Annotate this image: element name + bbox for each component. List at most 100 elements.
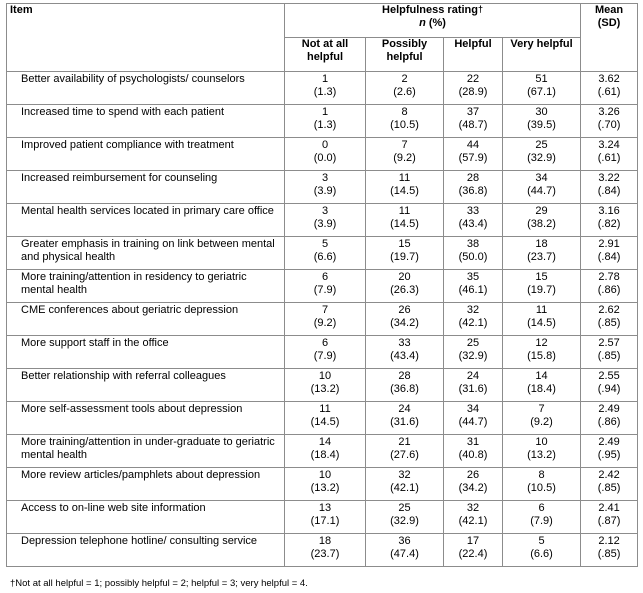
cell-very-helpful: 25 (32.9) — [501, 137, 582, 171]
table-row: Increased time to spend with each patien… — [6, 104, 639, 138]
cell-very-helpful: 51 (67.1) — [501, 71, 582, 105]
cell-very-helpful: 18 (23.7) — [501, 236, 582, 270]
cell-count: 8 — [401, 106, 408, 118]
cell-count: 0 — [321, 139, 329, 151]
cell-mean: 3.16 — [598, 205, 620, 217]
cell-percent: (15.8) — [527, 350, 556, 362]
cell-percent: (32.9) — [458, 350, 488, 362]
cell-count: 8 — [538, 469, 545, 481]
cell-count: 12 — [535, 337, 548, 349]
cell-very-helpful: 12 (15.8) — [501, 335, 582, 369]
cell-count: 15 — [398, 238, 411, 250]
row-item-label: Greater emphasis in training on link bet… — [6, 236, 285, 270]
cell-possibly-helpful: 28 (36.8) — [365, 368, 444, 402]
cell-count: 34 — [535, 172, 548, 184]
cell-count: 5 — [321, 238, 329, 250]
cell-count: 32 — [398, 469, 411, 481]
cell-count: 21 — [398, 436, 411, 448]
cell-mean-sd: 2.91 (.84) — [580, 236, 639, 270]
cell-count: 1 — [321, 106, 329, 118]
cell-not-at-all-helpful: 1 (1.3) — [284, 104, 366, 138]
cell-percent: (36.8) — [390, 383, 419, 395]
row-item-label: Increased time to spend with each patien… — [6, 104, 285, 138]
table-row: Better availability of psychologists/ co… — [6, 71, 639, 105]
cell-helpful: 35 (46.1) — [443, 269, 503, 303]
cell-mean: 3.62 — [598, 73, 620, 85]
cell-percent: (36.8) — [458, 185, 488, 197]
table-body: Better availability of psychologists/ co… — [6, 71, 639, 567]
header-n: n — [419, 17, 426, 29]
cell-mean: 2.41 — [598, 502, 620, 514]
cell-percent: (19.7) — [527, 284, 556, 296]
cell-percent: (7.9) — [530, 515, 553, 527]
cell-percent: (48.7) — [458, 119, 488, 131]
cell-percent: (3.9) — [313, 185, 337, 197]
cell-count: 26 — [398, 304, 411, 316]
cell-percent: (18.4) — [310, 449, 340, 461]
row-item-label: More support staff in the office — [6, 335, 285, 369]
cell-sd: (.86) — [597, 284, 621, 296]
cell-mean-sd: 3.24 (.61) — [580, 137, 639, 171]
cell-count: 44 — [466, 139, 480, 151]
cell-mean: 2.42 — [598, 469, 620, 481]
cell-percent: (7.9) — [313, 350, 337, 362]
cell-possibly-helpful: 11 (14.5) — [365, 203, 444, 237]
cell-percent: (43.4) — [390, 350, 419, 362]
cell-helpful: 28 (36.8) — [443, 170, 503, 204]
cell-percent: (34.2) — [390, 317, 419, 329]
cell-percent: (26.3) — [390, 284, 419, 296]
cell-not-at-all-helpful: 14 (18.4) — [284, 434, 366, 468]
cell-possibly-helpful: 21 (27.6) — [365, 434, 444, 468]
cell-very-helpful: 29 (38.2) — [501, 203, 582, 237]
cell-percent: (43.4) — [458, 218, 488, 230]
cell-percent: (10.5) — [390, 119, 419, 131]
cell-percent: (9.2) — [313, 317, 337, 329]
cell-mean-sd: 3.62 (.61) — [580, 71, 639, 105]
cell-mean-sd: 2.12 (.85) — [580, 533, 639, 567]
table-row: Access to on-line web site information 13… — [6, 500, 639, 534]
cell-possibly-helpful: 36 (47.4) — [365, 533, 444, 567]
cell-count: 35 — [466, 271, 480, 283]
cell-helpful: 31 (40.8) — [443, 434, 503, 468]
header-row-1: Item Helpfulness rating† n (%) Mean (SD) — [6, 3, 639, 72]
cell-sd: (.85) — [597, 350, 621, 362]
cell-helpful: 22 (28.9) — [443, 71, 503, 105]
row-item-label: More training/attention in residency to … — [6, 269, 285, 303]
row-item-label: More review articles/pamphlets about dep… — [6, 467, 285, 501]
row-item-label: Mental health services located in primar… — [6, 203, 285, 237]
table-row: Better relationship with referral collea… — [6, 368, 639, 402]
cell-mean-sd: 3.22 (.84) — [580, 170, 639, 204]
cell-mean: 2.57 — [598, 337, 620, 349]
table-row: More support staff in the office 6 (7.9) 33… — [6, 335, 639, 369]
cell-count: 17 — [466, 535, 480, 547]
cell-possibly-helpful: 8 (10.5) — [365, 104, 444, 138]
cell-count: 11 — [319, 403, 331, 415]
cell-percent: (9.2) — [530, 416, 553, 428]
table-row: Depression telephone hotline/ consulting… — [6, 533, 639, 567]
cell-possibly-helpful: 7 (9.2) — [365, 137, 444, 171]
cell-not-at-all-helpful: 6 (7.9) — [284, 335, 366, 369]
cell-percent: (46.1) — [458, 284, 488, 296]
cell-count: 10 — [318, 469, 332, 481]
cell-mean: 2.12 — [598, 535, 620, 547]
cell-not-at-all-helpful: 10 (13.2) — [284, 467, 366, 501]
cell-percent: (28.9) — [458, 86, 488, 98]
cell-count: 28 — [398, 370, 411, 382]
cell-possibly-helpful: 33 (43.4) — [365, 335, 444, 369]
cell-percent: (6.6) — [313, 251, 337, 263]
cell-count: 26 — [466, 469, 480, 481]
cell-percent: (34.2) — [458, 482, 488, 494]
header-row-2: Not at all helpful Possibly helpful Help… — [7, 37, 638, 72]
cell-percent: (44.7) — [527, 185, 556, 197]
cell-percent: (27.6) — [390, 449, 419, 461]
row-item-label: Depression telephone hotline/ consulting… — [6, 533, 285, 567]
cell-very-helpful: 5 (6.6) — [501, 533, 582, 567]
cell-percent: (6.6) — [530, 548, 553, 560]
cell-not-at-all-helpful: 1 (1.3) — [284, 71, 366, 105]
cell-very-helpful: 10 (13.2) — [501, 434, 582, 468]
cell-sd: (.82) — [597, 218, 621, 230]
cell-mean-sd: 2.62 (.85) — [580, 302, 639, 336]
cell-count: 7 — [538, 403, 545, 415]
cell-very-helpful: 11 (14.5) — [501, 302, 582, 336]
cell-mean: 2.78 — [598, 271, 620, 283]
